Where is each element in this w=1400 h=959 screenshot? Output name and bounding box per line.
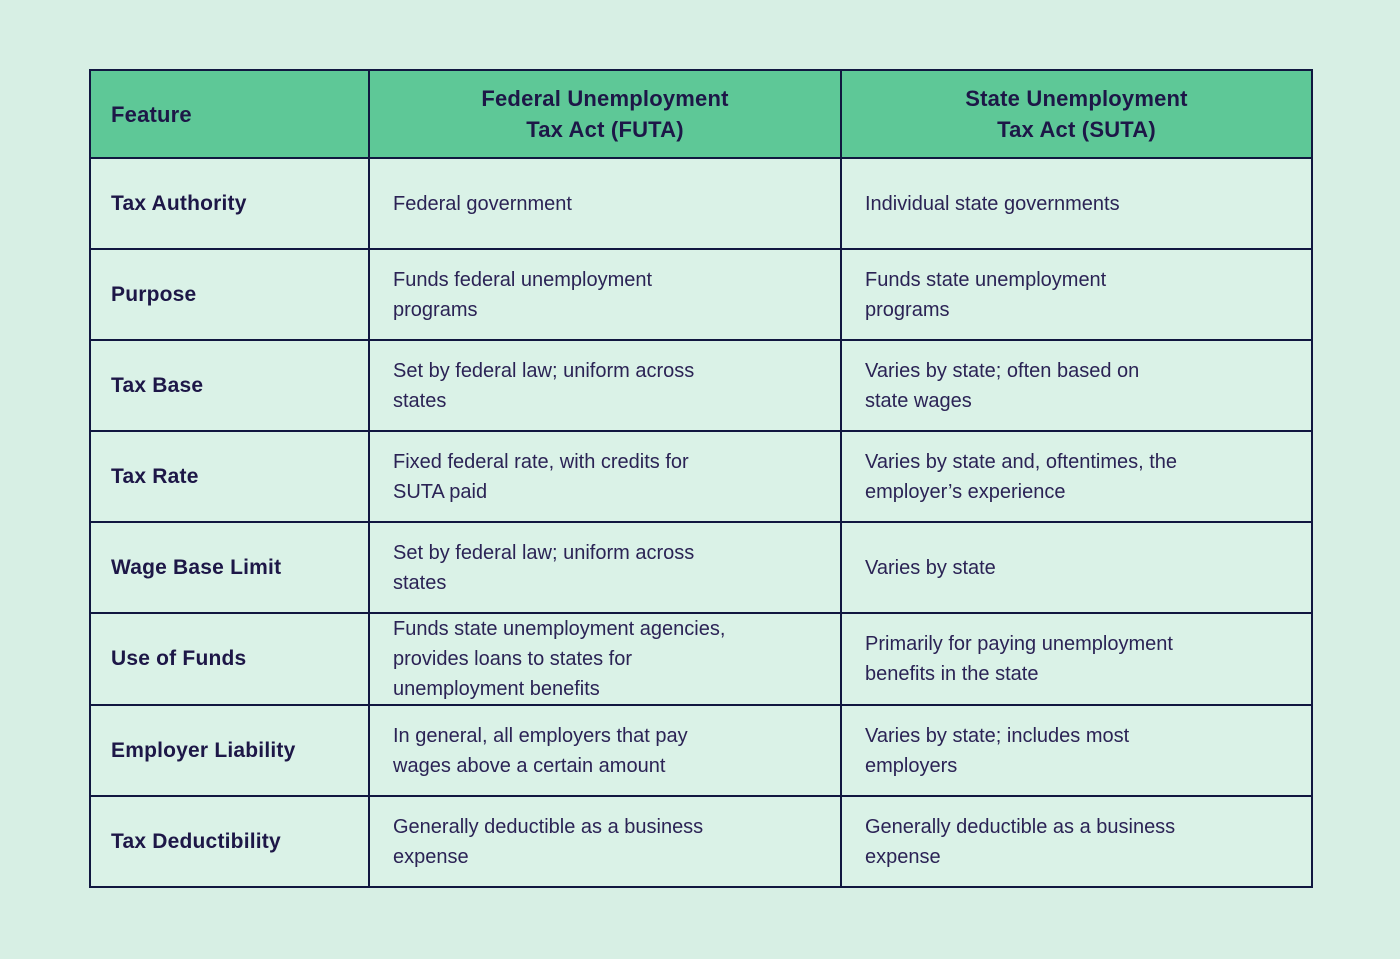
table-row-tax-authority: Tax Authority Federal government Individ… [89, 157, 1313, 250]
suta-cell: Generally deductible as a business expen… [840, 795, 1313, 888]
table-row-tax-rate: Tax Rate Fixed federal rate, with credit… [89, 430, 1313, 523]
feature-label: Wage Base Limit [89, 521, 370, 614]
feature-label: Tax Authority [89, 157, 370, 250]
futa-cell: Fixed federal rate, with credits for SUT… [368, 430, 842, 523]
suta-cell: Varies by state and, oftentimes, the emp… [840, 430, 1313, 523]
table-row-tax-base: Tax Base Set by federal law; uniform acr… [89, 339, 1313, 432]
feature-label: Tax Rate [89, 430, 370, 523]
futa-cell: Set by federal law; uniform across state… [368, 339, 842, 432]
futa-suta-comparison-table: Feature Federal Unemployment Tax Act (FU… [89, 69, 1313, 888]
header-cell-futa: Federal Unemployment Tax Act (FUTA) [368, 69, 842, 159]
header-cell-feature: Feature [89, 69, 370, 159]
feature-label: Tax Deductibility [89, 795, 370, 888]
header-futa-line1: Federal Unemployment [481, 86, 729, 111]
suta-cell: Varies by state [840, 521, 1313, 614]
suta-cell: Primarily for paying unemployment benefi… [840, 612, 1313, 706]
feature-label: Use of Funds [89, 612, 370, 706]
futa-cell: Federal government [368, 157, 842, 250]
suta-cell: Funds state unemployment programs [840, 248, 1313, 341]
futa-cell: Generally deductible as a business expen… [368, 795, 842, 888]
table-row-employer-liability: Employer Liability In general, all emplo… [89, 704, 1313, 797]
table-row-use-of-funds: Use of Funds Funds state unemployment ag… [89, 612, 1313, 706]
header-suta-line1: State Unemployment [965, 86, 1188, 111]
futa-cell: Set by federal law; uniform across state… [368, 521, 842, 614]
suta-cell: Varies by state; includes most employers [840, 704, 1313, 797]
futa-cell: In general, all employers that pay wages… [368, 704, 842, 797]
suta-cell: Varies by state; often based on state wa… [840, 339, 1313, 432]
feature-label: Employer Liability [89, 704, 370, 797]
header-futa-line2: Tax Act (FUTA) [526, 117, 684, 142]
table-row-wage-base-limit: Wage Base Limit Set by federal law; unif… [89, 521, 1313, 614]
header-cell-suta: State Unemployment Tax Act (SUTA) [840, 69, 1313, 159]
table-header-row: Feature Federal Unemployment Tax Act (FU… [89, 69, 1313, 159]
table-row-purpose: Purpose Funds federal unemployment progr… [89, 248, 1313, 341]
feature-label: Purpose [89, 248, 370, 341]
suta-cell: Individual state governments [840, 157, 1313, 250]
feature-label: Tax Base [89, 339, 370, 432]
futa-cell: Funds state unemployment agencies, provi… [368, 612, 842, 706]
futa-cell: Funds federal unemployment programs [368, 248, 842, 341]
table-row-tax-deductibility: Tax Deductibility Generally deductible a… [89, 795, 1313, 888]
header-suta-line2: Tax Act (SUTA) [997, 117, 1156, 142]
